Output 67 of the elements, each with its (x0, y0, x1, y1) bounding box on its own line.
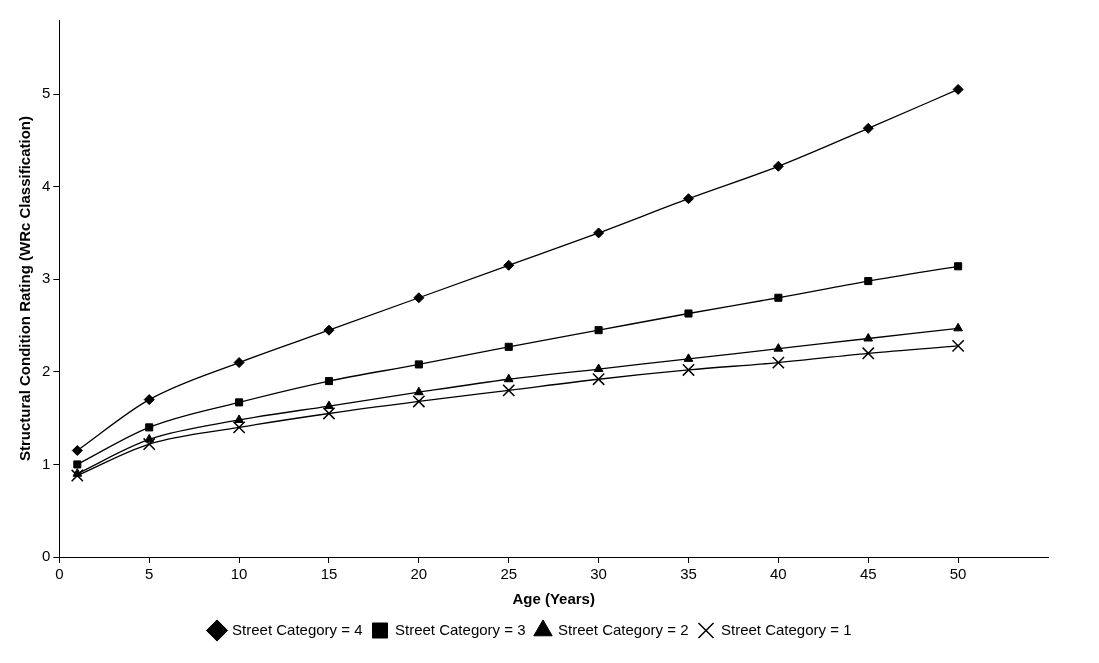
x-tick-label: 0 (55, 565, 64, 583)
point (323, 324, 335, 336)
point (592, 372, 606, 386)
point (70, 469, 84, 482)
point (951, 339, 965, 353)
y-tick-label: 5 (42, 84, 51, 102)
y-tick-label: 3 (42, 269, 51, 287)
x-tick-label: 15 (320, 565, 338, 583)
x-tick-label: 50 (949, 565, 967, 583)
point (862, 122, 874, 134)
point (504, 342, 513, 351)
point (232, 420, 246, 434)
point (682, 363, 695, 377)
point (502, 383, 516, 397)
x-tick-label: 5 (145, 565, 154, 583)
point (234, 414, 244, 423)
x-tick-label: 30 (590, 565, 607, 583)
point (593, 227, 605, 239)
point (684, 309, 693, 318)
x-tick-label: 25 (500, 565, 518, 583)
point (322, 407, 336, 420)
point (773, 343, 784, 352)
point (414, 386, 424, 396)
point (503, 373, 514, 383)
legend-label: Street Category = 1 (720, 620, 852, 638)
y-tick-label: 1 (42, 454, 51, 472)
y-tick-label: 0 (42, 547, 51, 565)
x-axis-title: Age (Years) (512, 590, 595, 608)
legend-label: Street Category = 4 (232, 620, 363, 638)
point (143, 394, 155, 406)
x-tick-label: 35 (680, 565, 697, 583)
point (144, 433, 155, 443)
point (324, 377, 334, 386)
point (142, 437, 156, 451)
point (72, 468, 83, 477)
point (413, 292, 425, 304)
y-tick-label: 2 (42, 361, 51, 379)
point (412, 395, 426, 408)
legend-label: Street Category = 2 (558, 620, 689, 638)
x-tick-label: 20 (410, 565, 428, 583)
point (593, 363, 604, 373)
y-axis-title: Structural Condition Rating (WRc Classification) (16, 115, 34, 462)
point (235, 398, 244, 407)
point (145, 423, 154, 432)
point (233, 357, 245, 369)
point (324, 400, 334, 410)
point (683, 353, 694, 362)
x-tick-label: 40 (770, 565, 787, 583)
point (772, 160, 784, 172)
point (682, 193, 694, 205)
y-tick-label: 4 (42, 176, 51, 194)
point (953, 322, 963, 332)
point (863, 333, 874, 342)
point (414, 360, 423, 369)
point (71, 445, 83, 457)
point (954, 262, 963, 271)
point (594, 326, 603, 335)
point (774, 293, 783, 302)
legend-label: Street Category = 3 (395, 620, 526, 638)
point (952, 83, 964, 95)
x-tick-label: 10 (230, 565, 248, 583)
point (771, 356, 785, 369)
point (73, 460, 82, 469)
point (864, 277, 873, 286)
point (861, 346, 875, 360)
x-tick-label: 45 (859, 565, 877, 583)
point (503, 259, 515, 271)
